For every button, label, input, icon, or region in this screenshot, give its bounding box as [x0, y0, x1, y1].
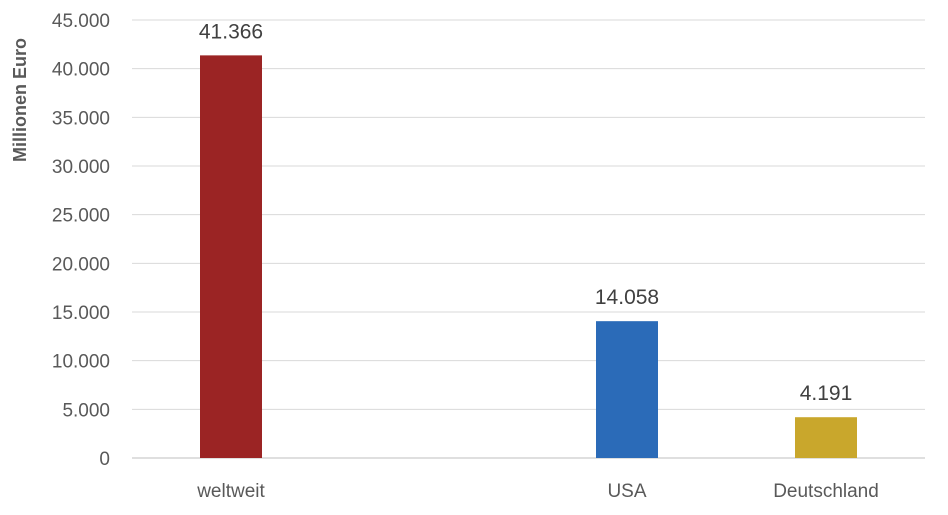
- y-tick-label: 20.000: [52, 254, 110, 275]
- data-label-weltweit: 41.366: [199, 20, 263, 43]
- y-tick-label: 30.000: [52, 157, 110, 178]
- bars: [200, 55, 857, 458]
- y-axis-ticks: 0 5.000 10.000 15.000 20.000 25.000 30.000 35.0…: [52, 11, 110, 470]
- y-tick-label: 10.000: [52, 352, 110, 373]
- bar-usa: [596, 321, 658, 458]
- y-tick-label: 5.000: [62, 400, 110, 421]
- bar-deutschland: [795, 417, 857, 458]
- y-tick-label: 40.000: [52, 60, 110, 81]
- y-tick-label: 25.000: [52, 206, 110, 227]
- gridlines: [132, 19, 925, 459]
- data-label-deutschland: 4.191: [800, 382, 853, 405]
- x-axis-ticks: weltweit USA Deutschland: [196, 481, 879, 502]
- data-label-usa: 14.058: [595, 286, 659, 309]
- y-tick-label: 45.000: [52, 11, 110, 32]
- y-tick-label: 15.000: [52, 303, 110, 324]
- bar-weltweit: [200, 55, 262, 458]
- y-tick-label: 35.000: [52, 108, 110, 129]
- y-tick-label: 0: [99, 449, 110, 470]
- x-tick-label-usa: USA: [607, 481, 646, 502]
- y-axis-label: Millionen Euro: [10, 38, 30, 162]
- data-labels: 41.366 14.058 4.191: [199, 20, 852, 405]
- x-tick-label-weltweit: weltweit: [196, 481, 265, 502]
- x-tick-label-deutschland: Deutschland: [773, 481, 879, 502]
